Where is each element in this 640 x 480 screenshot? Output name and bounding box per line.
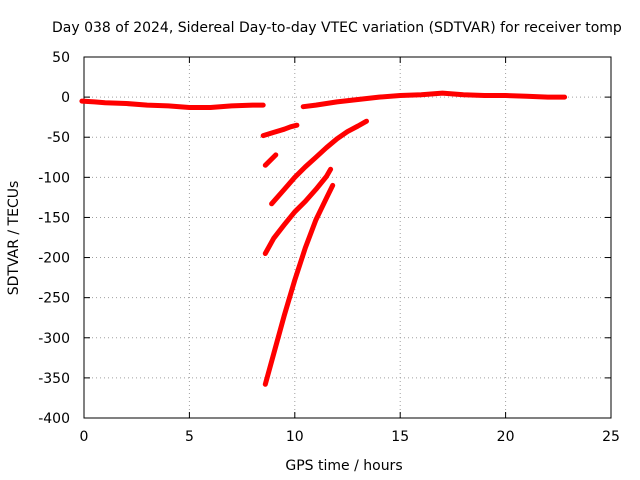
series-line-arc-3: [260, 122, 300, 139]
tick-labels: 0 5 10 15 20 25 50 0 -50 -100 -150 -200 -250 -300 -350…: [38, 50, 620, 445]
series-line-arc-6: [262, 166, 334, 256]
x-axis-label: GPS time / hours: [285, 458, 402, 474]
y-axis-label: SDTVAR / TECUs: [6, 181, 22, 296]
y-tick-label: 0: [61, 90, 70, 106]
series-line-arc-2: [300, 90, 568, 110]
series-line-arc-4: [262, 152, 279, 168]
x-tick-label: 25: [602, 429, 620, 445]
y-tick-label: -100: [38, 170, 70, 186]
axis-ticks: [83, 56, 612, 419]
y-tick-label: -350: [38, 371, 70, 387]
x-tick-label: 20: [497, 429, 515, 445]
x-tick-label: 10: [286, 429, 304, 445]
series-line-arc-7: [262, 182, 336, 387]
y-tick-label: -250: [38, 291, 70, 307]
chart-title: Day 038 of 2024, Sidereal Day-to-day VTE…: [52, 20, 622, 36]
y-tick-label: -200: [38, 251, 70, 267]
series-line-arc-5: [269, 118, 369, 207]
y-tick-label: -50: [47, 130, 70, 146]
x-tick-label: 5: [185, 429, 194, 445]
y-tick-label: -400: [38, 411, 70, 427]
grid: [84, 57, 611, 418]
y-tick-label: -300: [38, 331, 70, 347]
x-tick-label: 15: [391, 429, 409, 445]
y-tick-label: -150: [38, 210, 70, 226]
x-tick-label: 0: [80, 429, 89, 445]
y-tick-label: 50: [52, 50, 70, 66]
series-group: [79, 90, 568, 387]
series-line-arc-1: [79, 98, 266, 110]
plot-frame: [83, 56, 612, 419]
